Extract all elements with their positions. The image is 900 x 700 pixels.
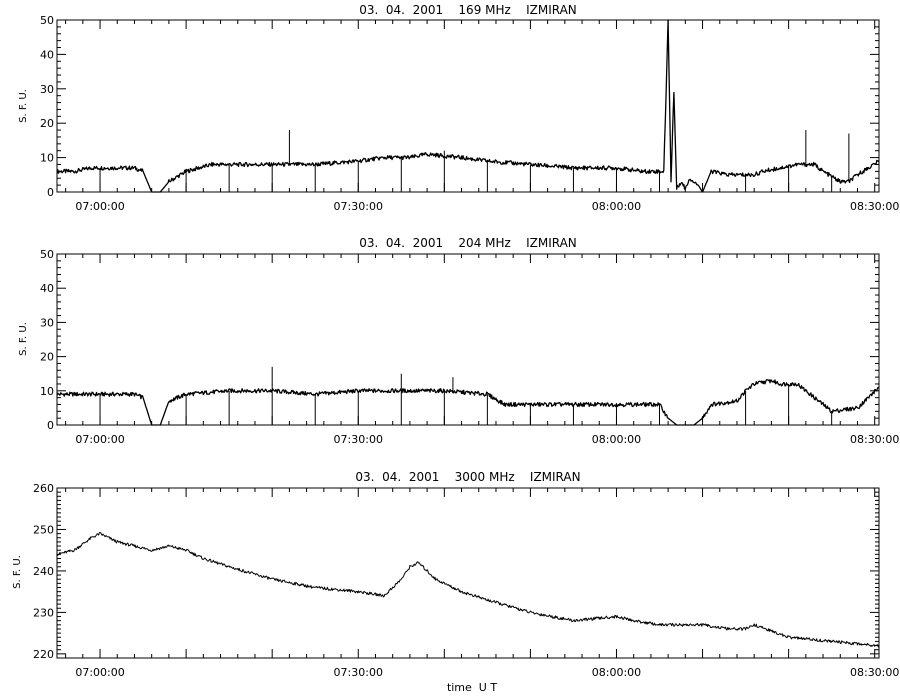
x-tick-label: 07:00:00 — [75, 200, 124, 213]
y-tick-label: 10 — [40, 152, 54, 165]
x-axis-label: time U T — [447, 681, 497, 694]
y-tick-label: 0 — [47, 419, 54, 432]
y-tick-label: 20 — [40, 351, 54, 364]
series-line — [56, 19, 880, 193]
panel-title: 03. 04. 2001 3000 MHz IZMIRAN — [355, 470, 580, 484]
series-line — [56, 379, 880, 426]
x-tick-label: 08:30:00 — [850, 666, 899, 679]
y-axis-label: S. F. U. — [12, 555, 23, 589]
plot-frame — [56, 19, 880, 193]
plot-frame — [56, 253, 880, 426]
x-tick-label: 08:30:00 — [850, 433, 899, 446]
y-axis-label: S. F. U. — [18, 89, 29, 123]
y-tick-label: 20 — [40, 117, 54, 130]
x-tick-label: 08:00:00 — [592, 433, 641, 446]
y-tick-label: 220 — [33, 648, 54, 661]
y-tick-label: 250 — [33, 523, 54, 536]
y-tick-label: 0 — [47, 186, 54, 199]
y-tick-label: 50 — [40, 14, 54, 27]
x-tick-label: 08:30:00 — [850, 200, 899, 213]
panel-169mhz: 03. 04. 2001 169 MHz IZMIRAN S. F. U. 0 1… — [18, 3, 899, 213]
panel-title: 03. 04. 2001 169 MHz IZMIRAN — [359, 3, 577, 17]
y-tick-label: 30 — [40, 83, 54, 96]
y-tick-label: 40 — [40, 282, 54, 295]
panel-204mhz: 03. 04. 2001 204 MHz IZMIRAN S. F. U. 0 1… — [18, 236, 899, 446]
y-tick-label: 40 — [40, 48, 54, 61]
x-tick-label: 07:30:00 — [334, 200, 383, 213]
y-tick-label: 230 — [33, 606, 54, 619]
y-axis-label: S. F. U. — [18, 322, 29, 356]
x-tick-label: 08:00:00 — [592, 666, 641, 679]
x-tick-label: 08:00:00 — [592, 200, 641, 213]
series-line — [56, 532, 880, 648]
x-tick-label: 07:00:00 — [75, 433, 124, 446]
plot-frame — [56, 487, 880, 659]
y-tick-label: 50 — [40, 248, 54, 261]
y-tick-label: 30 — [40, 316, 54, 329]
y-tick-label: 10 — [40, 385, 54, 398]
y-tick-label: 240 — [33, 565, 54, 578]
panel-title: 03. 04. 2001 204 MHz IZMIRAN — [359, 236, 577, 250]
y-tick-label: 260 — [33, 482, 54, 495]
x-tick-label: 07:00:00 — [75, 666, 124, 679]
panel-3000mhz: 03. 04. 2001 3000 MHz IZMIRAN S. F. U. 2… — [12, 470, 899, 679]
x-tick-label: 07:30:00 — [334, 666, 383, 679]
x-tick-label: 07:30:00 — [334, 433, 383, 446]
